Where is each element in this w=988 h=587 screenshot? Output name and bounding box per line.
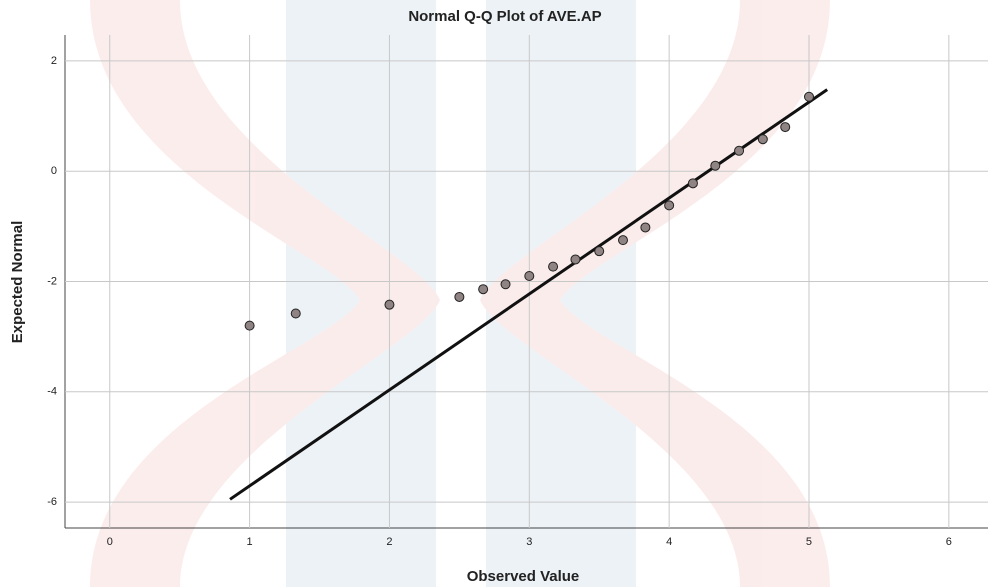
- x-axis-label: Observed Value: [467, 568, 580, 585]
- point: [665, 201, 674, 210]
- point: [501, 280, 510, 289]
- point: [245, 321, 254, 330]
- y-tick-label: -4: [47, 386, 57, 398]
- x-tick-label: 1: [247, 536, 253, 548]
- point: [758, 135, 767, 144]
- x-tick-label: 5: [806, 536, 812, 548]
- chart-title: Normal Q-Q Plot of AVE.AP: [408, 8, 601, 25]
- point: [711, 161, 720, 170]
- point: [455, 292, 464, 301]
- y-tick-label: 2: [51, 55, 57, 67]
- point: [688, 179, 697, 188]
- point: [291, 309, 300, 318]
- x-tick-label: 3: [526, 536, 532, 548]
- point: [781, 123, 790, 132]
- point: [479, 285, 488, 294]
- x-tick-label: 4: [666, 536, 672, 548]
- y-tick-label: -2: [47, 275, 57, 287]
- point: [595, 247, 604, 256]
- x-tick-label: 0: [107, 536, 113, 548]
- point: [549, 262, 558, 271]
- x-tick-label: 2: [386, 536, 392, 548]
- page: Normal Q-Q Plot of AVE.AP Observed Value…: [0, 0, 988, 587]
- point: [618, 236, 627, 245]
- point: [525, 271, 534, 280]
- point: [641, 223, 650, 232]
- x-tick-label: 6: [946, 536, 952, 548]
- y-tick-label: -6: [47, 496, 57, 508]
- y-axis-label: Expected Normal: [9, 221, 26, 344]
- point: [385, 300, 394, 309]
- point: [571, 255, 580, 264]
- point: [804, 92, 813, 101]
- chart: Normal Q-Q Plot of AVE.AP Observed Value…: [0, 0, 988, 587]
- point: [735, 146, 744, 155]
- y-tick-label: 0: [51, 165, 57, 177]
